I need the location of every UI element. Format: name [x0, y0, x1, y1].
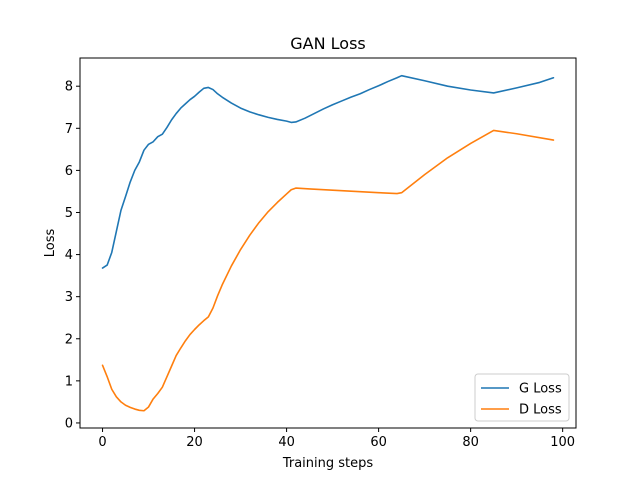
x-tick-label: 60	[370, 435, 387, 450]
x-axis: 0 20 40 60 80 100	[98, 428, 575, 450]
series-line-1	[101, 129, 555, 412]
x-tick-label: 80	[462, 435, 479, 450]
y-tick-label: 4	[65, 248, 73, 263]
y-tick-label: 8	[65, 80, 73, 95]
chart-title: GAN Loss	[290, 34, 366, 53]
y-tick-label: 1	[65, 374, 73, 389]
series-line-0	[101, 74, 555, 269]
legend-label: D Loss	[519, 403, 562, 418]
y-tick-label: 6	[65, 164, 73, 179]
legend: G Loss D Loss	[474, 373, 570, 422]
x-tick-label: 40	[278, 435, 295, 450]
y-tick-label: 7	[65, 122, 73, 137]
y-tick-label: 3	[65, 290, 73, 305]
x-tick-label: 0	[98, 435, 106, 450]
y-axis: 0 1 2 3 4 5 6 7 8	[65, 80, 80, 431]
plot-area	[101, 74, 555, 412]
y-tick-label: 2	[65, 332, 73, 347]
x-tick-label: 20	[186, 435, 203, 450]
x-tick-label: 100	[550, 435, 575, 450]
y-tick-label: 0	[65, 416, 73, 431]
y-tick-label: 5	[65, 206, 73, 221]
x-axis-label: Training steps	[282, 456, 374, 471]
plot-frame	[79, 57, 577, 429]
legend-label: G Loss	[519, 382, 562, 397]
y-axis-label: Loss	[43, 229, 58, 258]
